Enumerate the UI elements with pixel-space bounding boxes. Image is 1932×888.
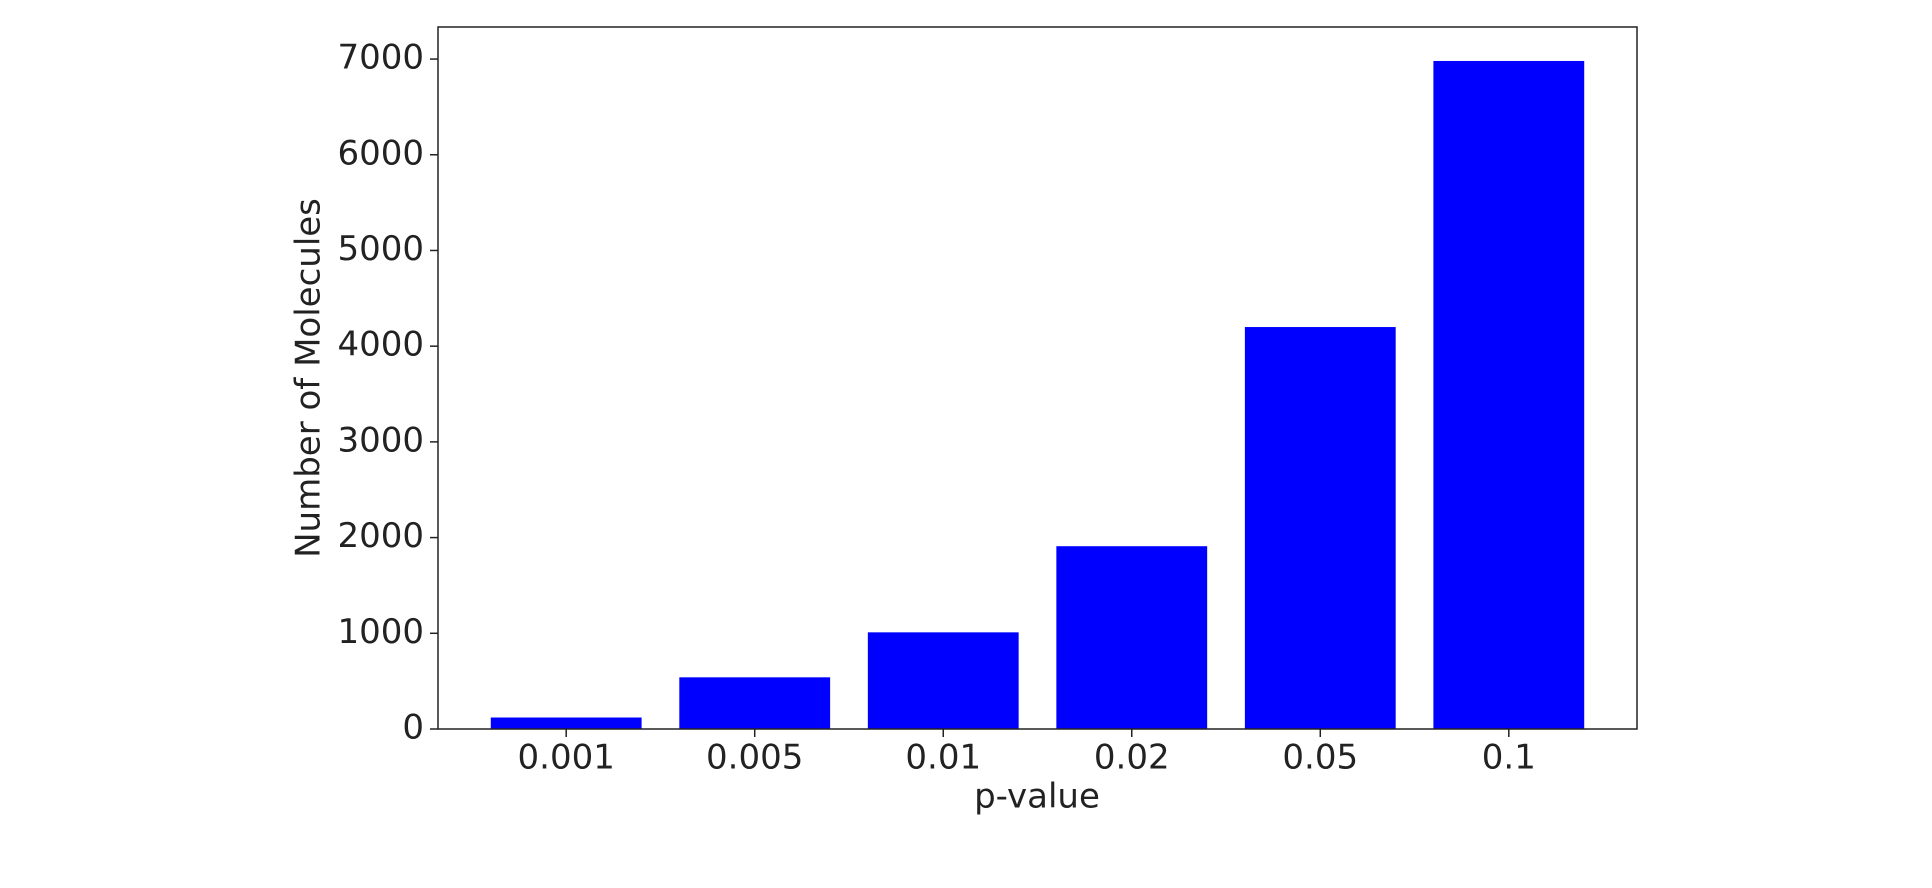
y-tick-label: 0 <box>402 708 424 748</box>
y-tick-label: 1000 <box>337 612 424 652</box>
x-tick-label: 0.01 <box>905 738 981 778</box>
bar <box>867 632 1019 729</box>
y-tick-label: 4000 <box>337 325 424 365</box>
y-tick-label: 7000 <box>337 38 424 78</box>
x-tick-label: 0.001 <box>518 738 615 778</box>
x-tick-label: 0.05 <box>1282 738 1358 778</box>
bar <box>1433 60 1585 729</box>
x-tick-label: 0.02 <box>1094 738 1170 778</box>
y-tick-label: 5000 <box>337 229 424 269</box>
y-tick-label: 3000 <box>337 420 424 460</box>
y-axis-label: Number of Molecules <box>289 198 329 558</box>
x-axis-label: p-value <box>974 777 1100 817</box>
bar <box>490 717 642 729</box>
y-tick-label: 6000 <box>337 133 424 173</box>
x-tick-label: 0.005 <box>706 738 803 778</box>
x-tick-label: 0.1 <box>1482 738 1536 778</box>
y-tick-label: 2000 <box>337 516 424 556</box>
bar <box>1244 327 1396 729</box>
plot-frame <box>437 26 1638 730</box>
bar <box>679 677 831 729</box>
bar <box>1056 546 1208 729</box>
